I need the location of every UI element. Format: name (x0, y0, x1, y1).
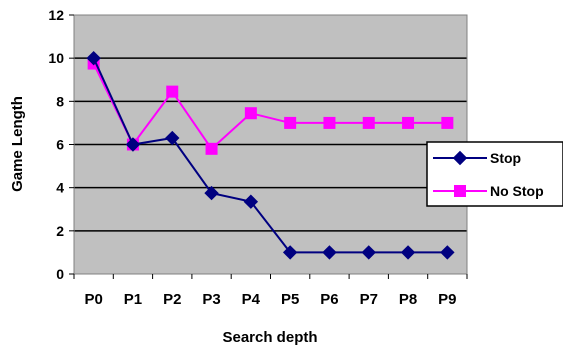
data-point-no-stop (441, 116, 454, 129)
x-tick-label: P7 (360, 291, 378, 308)
legend-swatch-marker (454, 185, 466, 197)
legend-item-no-stop: No Stop (433, 183, 544, 199)
data-point-no-stop (244, 107, 257, 120)
data-point-no-stop (402, 116, 415, 129)
x-tick-label: P8 (399, 291, 417, 308)
data-point-stop (400, 245, 416, 260)
legend-items: Stop No Stop (433, 150, 544, 199)
data-point-stop (165, 130, 180, 146)
x-tick-label: P1 (124, 291, 142, 308)
data-point-stop (86, 50, 101, 66)
data-point-no-stop (284, 116, 297, 129)
y-tick-label: 8 (56, 93, 64, 109)
legend-label: No Stop (490, 183, 544, 199)
data-point-stop (282, 245, 298, 260)
data-point-stop (322, 245, 337, 260)
x-tick-label: P4 (242, 291, 261, 308)
x-tick-label: P2 (163, 291, 181, 308)
data-point-stop (204, 185, 219, 201)
y-tick-label: 6 (56, 137, 64, 153)
data-point-no-stop (166, 85, 179, 98)
data-point-stop (125, 137, 141, 152)
y-tick-label: 4 (56, 180, 64, 196)
legend-swatch-marker (452, 150, 468, 166)
data-point-stop (440, 245, 455, 260)
y-axis-title: Game Length (9, 96, 26, 192)
x-axis: P0 P1 P2 P3 P4 P5 P6 P7 P8 P9 (73, 274, 468, 308)
data-point-stop (243, 194, 259, 209)
x-tick-label: P3 (202, 291, 220, 308)
y-tick-label: 2 (56, 223, 64, 239)
data-point-no-stop (362, 116, 375, 129)
y-tick-label: 0 (56, 266, 64, 282)
legend-box (426, 141, 563, 207)
x-tick-label: P6 (320, 291, 338, 308)
x-axis-title: Search depth (222, 329, 317, 346)
legend-label: Stop (490, 150, 521, 166)
series-line-stop (92, 57, 448, 254)
y-tick-label: 12 (48, 7, 64, 23)
series-stop (86, 50, 455, 260)
y-axis: 0 2 4 6 8 10 12 (48, 7, 74, 282)
y-tick-label: 10 (48, 50, 64, 66)
legend: Stop No Stop (426, 141, 563, 207)
data-point-stop (361, 245, 376, 260)
series-layer (86, 50, 455, 260)
legend-item-stop: Stop (433, 150, 521, 166)
x-tick-label: P0 (84, 291, 102, 308)
x-tick-label: P5 (281, 291, 299, 308)
series-line-no-stop (92, 63, 448, 151)
data-point-no-stop (323, 116, 336, 129)
x-tick-label: P9 (438, 291, 456, 308)
data-point-no-stop (205, 142, 218, 155)
